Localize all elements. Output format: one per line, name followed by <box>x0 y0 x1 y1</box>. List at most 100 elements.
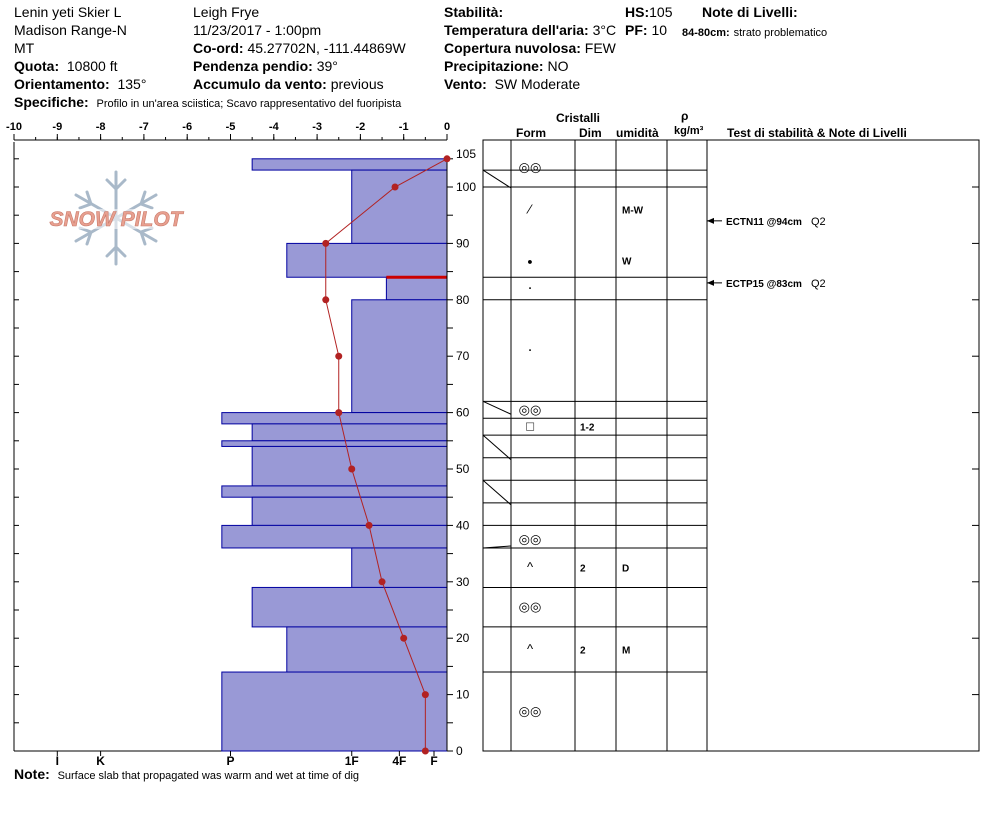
hardness-bar <box>251 158 448 171</box>
observer-name: Leigh Frye <box>193 4 260 20</box>
precip-value: NO <box>547 58 569 74</box>
temperature-point <box>348 465 356 473</box>
height-tick-label: 70 <box>456 349 470 363</box>
hardness-bar <box>221 440 448 447</box>
height-tick-label: 10 <box>456 688 470 702</box>
cloud-cover: Copertura nuvolosa: FEW <box>444 40 616 56</box>
hardness-label: K <box>96 754 105 768</box>
moisture-header: umidità <box>616 126 659 140</box>
specifics-label: Specifiche: <box>14 94 89 110</box>
crystals-header: Cristalli <box>556 111 601 125</box>
hardness-bar <box>286 626 448 673</box>
grain-form-symbol: □ <box>526 419 534 434</box>
temperature-point <box>335 352 343 360</box>
air-temp-value: 3°C <box>592 22 617 38</box>
height-tick-label: 30 <box>456 575 470 589</box>
grain-form-symbol: ^ <box>527 560 534 575</box>
site-name: Lenin yeti Skier L <box>14 4 122 20</box>
temperature-tick-label: -7 <box>139 121 149 133</box>
wind-loading: Accumulo da vento: previous <box>193 76 384 92</box>
elevation-value: 10800 ft <box>66 58 118 74</box>
hardness-bar <box>221 524 448 549</box>
note-text: Surface slab that propagated was warm an… <box>57 770 360 782</box>
size-header: Dim <box>579 126 602 140</box>
height-tick-label: 80 <box>456 293 470 307</box>
snow-height: HS:105 <box>625 4 672 20</box>
cloud-value: FEW <box>584 40 616 56</box>
layer-note: 84-80cm: strato problematico <box>682 23 827 41</box>
temperature-tick-label: -8 <box>96 121 106 133</box>
grain-form-symbol: ◎◎ <box>519 402 542 417</box>
wind-load-label: Accumulo da vento: <box>193 76 327 92</box>
temperature-point <box>322 239 330 247</box>
hardness-bar <box>221 485 448 498</box>
height-tick-label: 0 <box>456 744 463 758</box>
air-temp-label: Temperatura dell'aria: <box>444 22 589 38</box>
temperature-tick-label: 0 <box>444 121 450 133</box>
hardness-bar <box>351 299 448 414</box>
height-tick-label: 90 <box>456 236 470 250</box>
aspect-value: 135° <box>117 76 147 92</box>
hardness-label: 1F <box>345 754 359 768</box>
hs-value: 105 <box>649 4 673 20</box>
grain-form-symbol: ◎◎ <box>519 599 542 614</box>
grain-form-symbol: ◎◎ <box>519 532 542 547</box>
stability-test-result: ECTN11 @94cm <box>726 217 802 228</box>
layer-connector <box>482 545 512 549</box>
specifics: Specifiche: Profilo in un'area sciistica… <box>14 94 401 112</box>
height-tick-label: 20 <box>456 631 470 645</box>
temperature-point <box>391 183 399 191</box>
temperature-tick-label: -3 <box>312 121 322 133</box>
layer-note-text: strato problematico <box>733 27 828 39</box>
density-unit-header: kg/m³ <box>674 125 704 137</box>
state-name: MT <box>14 40 35 56</box>
layer-connector <box>482 479 512 506</box>
moisture-value: M <box>622 645 630 656</box>
temperature-tick-label: -4 <box>269 121 280 133</box>
note-label: Note: <box>14 766 50 782</box>
slope-label: Pendenza pendio: <box>193 58 313 74</box>
coord-value: 45.27702N, -111.44869W <box>247 40 406 56</box>
temperature-point <box>421 691 429 699</box>
height-tick-label: 40 <box>456 518 470 532</box>
snowpilot-logo: SNOW PILOT <box>40 170 192 266</box>
hardness-bar <box>251 423 448 442</box>
grain-form-symbol: · <box>527 280 532 297</box>
wind-value: SW Moderate <box>494 76 581 92</box>
footer-note: Note: Surface slab that propagated was w… <box>14 766 359 784</box>
temperature-point <box>335 409 343 417</box>
temperature-point <box>378 578 386 586</box>
hardness-label: P <box>226 754 234 768</box>
layer-table-frame <box>482 139 980 752</box>
temperature-tick-label: -1 <box>399 121 409 133</box>
hardness-bar <box>351 169 448 244</box>
penetration-foot: PF: 10 <box>625 22 667 38</box>
logo-text: SNOW PILOT <box>50 208 185 231</box>
slope: Pendenza pendio: 39° <box>193 58 338 74</box>
temperature-tick-label: -9 <box>52 121 62 133</box>
hardness-label: 4F <box>392 754 406 768</box>
temperature-tick-label: -2 <box>356 121 366 133</box>
hardness-bar <box>351 547 448 588</box>
temperature-point <box>365 521 373 529</box>
aspect: Orientamento: 135° <box>14 76 146 92</box>
elevation: Quota: 10800 ft <box>14 58 118 74</box>
wind-load-value: previous <box>330 76 384 92</box>
layer-notes-label: Note di Livelli: <box>702 4 798 20</box>
layer-connector <box>482 434 512 461</box>
form-header: Form <box>516 126 546 140</box>
temperature-tick-label: -5 <box>226 121 236 133</box>
coord-label: Co-ord: <box>193 40 244 56</box>
hardness-bar <box>251 496 448 526</box>
hardness-bar <box>385 276 448 301</box>
hardness-label: I <box>56 754 59 768</box>
elevation-label: Quota: <box>14 58 60 74</box>
grain-form-symbol: ⁄ <box>526 202 533 217</box>
temperature-tick-label: -10 <box>6 121 22 133</box>
wind-label: Vento: <box>444 76 487 92</box>
height-tick-label: 50 <box>456 462 470 476</box>
air-temperature: Temperatura dell'aria: 3°C <box>444 22 616 38</box>
slope-value: 39° <box>316 58 338 74</box>
wind: Vento: SW Moderate <box>444 76 580 92</box>
